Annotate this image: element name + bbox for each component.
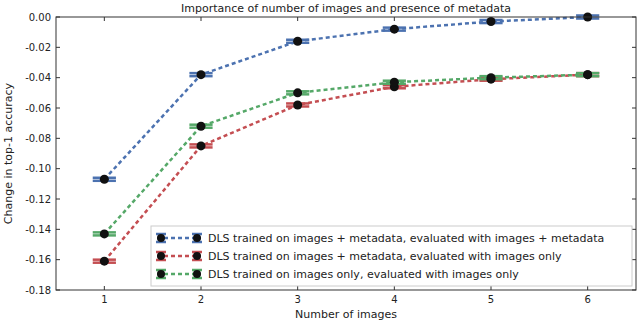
y-tick-label: -0.04	[25, 72, 51, 83]
x-tick	[297, 286, 298, 290]
y-tick-label: -0.18	[25, 285, 51, 296]
y-tick	[56, 168, 60, 169]
y-tick-label: -0.14	[25, 224, 51, 235]
x-tick	[201, 17, 202, 21]
y-tick	[632, 199, 636, 200]
x-tick-label: 4	[391, 294, 397, 305]
title: Importance of number of images and prese…	[181, 2, 511, 15]
marker	[583, 70, 592, 79]
y-tick	[56, 229, 60, 230]
chart: -0.18 -0.16 -0.14 -0.12 -0.10 -0.08 -0.06 -0.04…	[0, 0, 640, 323]
marker	[293, 37, 302, 46]
marker	[100, 257, 109, 266]
legend-box	[151, 226, 632, 286]
legend-marker	[193, 270, 201, 278]
y-tick	[632, 229, 636, 230]
legend-label: DLS trained on images only, evaluated wi…	[208, 268, 519, 281]
plot-background	[56, 17, 636, 290]
y-tick	[56, 199, 60, 200]
marker	[293, 88, 302, 97]
marker	[390, 78, 399, 87]
y-tick	[632, 138, 636, 139]
marker	[197, 141, 206, 150]
y-tick-label: -0.06	[25, 103, 51, 114]
y-tick	[56, 259, 60, 260]
y-tick	[632, 108, 636, 109]
marker	[100, 175, 109, 184]
y-tick	[56, 47, 60, 48]
y-tick	[56, 77, 60, 78]
y-tick	[632, 259, 636, 260]
legend-marker	[157, 252, 165, 260]
legend: DLS trained on images + metadata, evalua…	[151, 226, 632, 286]
y-tick-label: -0.08	[25, 133, 51, 144]
legend-marker	[193, 252, 201, 260]
legend-marker	[157, 234, 165, 242]
marker	[197, 122, 206, 131]
marker	[390, 25, 399, 34]
x-tick	[297, 17, 298, 21]
marker	[197, 70, 206, 79]
marker	[583, 70, 592, 79]
x-tick	[587, 286, 588, 290]
y-tick-label: -0.02	[25, 42, 51, 53]
x-tick	[104, 17, 105, 21]
x-tick	[104, 286, 105, 290]
x-tick	[201, 286, 202, 290]
y-tick	[632, 47, 636, 48]
y-tick	[56, 138, 60, 139]
plot-frame	[56, 17, 636, 290]
x-tick	[394, 17, 395, 21]
x-tick	[394, 286, 395, 290]
legend-marker	[157, 270, 165, 278]
legend-label: DLS trained on images + metadata, evalua…	[208, 232, 604, 245]
y-tick	[632, 77, 636, 78]
x-tick-label: 1	[101, 294, 107, 305]
x-axis-label: Number of images	[295, 308, 397, 321]
marker	[293, 100, 302, 109]
marker	[487, 17, 496, 26]
y-tick-label: -0.12	[25, 194, 51, 205]
legend-label: DLS trained on images + metadata, evalua…	[208, 250, 562, 263]
x-tick-label: 3	[294, 294, 300, 305]
x-tick-label: 2	[198, 294, 204, 305]
series-line	[104, 75, 587, 234]
y-tick-label: -0.16	[25, 254, 51, 265]
x-tick	[491, 286, 492, 290]
x-tick-label: 5	[488, 294, 494, 305]
x-tick-label: 6	[584, 294, 590, 305]
legend-marker	[193, 234, 201, 242]
marker	[487, 73, 496, 82]
y-tick	[56, 108, 60, 109]
y-tick	[632, 168, 636, 169]
y-axis-label: Change in top-1 accuracy	[2, 82, 15, 224]
y-tick-label: -0.10	[25, 163, 51, 174]
y-tick-label: 0.00	[29, 12, 51, 23]
marker	[100, 229, 109, 238]
